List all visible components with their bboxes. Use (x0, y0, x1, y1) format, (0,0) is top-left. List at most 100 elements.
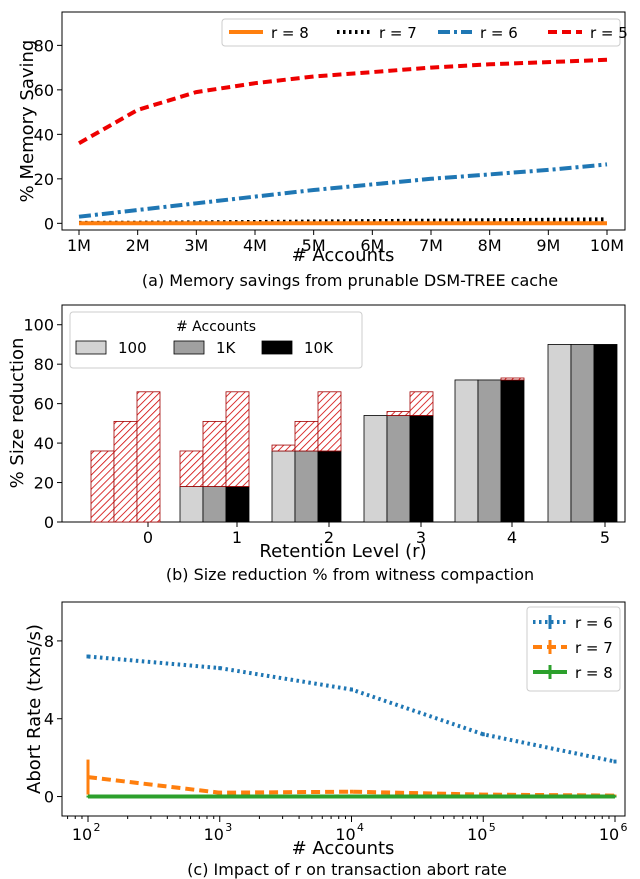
legend-label: r = 5 (590, 24, 628, 42)
plot-frame (61, 601, 626, 817)
bars-group (90, 344, 618, 523)
y-tick-label: 40 (34, 434, 54, 453)
y-ticks: 0 20 40 60 80 (34, 36, 62, 233)
plot-frame (61, 11, 626, 231)
x-tick-label: 10 (599, 825, 619, 844)
x-tick-label: 10 (335, 825, 355, 844)
x-tick-label: 10M (590, 236, 624, 255)
y-tick-label: 20 (34, 474, 54, 493)
x-tick-label: 3 (416, 528, 426, 547)
x-tick-label: 9M (536, 236, 560, 255)
x-ticks: 10 2 10 3 10 4 10 5 10 6 (67, 816, 628, 844)
legend-swatch (261, 340, 293, 355)
x-tick-label: 6M (360, 236, 384, 255)
bar (317, 450, 342, 523)
legend-label: r = 6 (575, 614, 613, 632)
x-tick-label: 5 (600, 528, 610, 547)
bar (202, 486, 227, 523)
legend-label: 1K (216, 339, 237, 357)
x-tick-exponent: 2 (94, 821, 101, 834)
legend-label: 10K (304, 339, 334, 357)
x-ticks: 1M 2M 3M 4M 5M 6M 7M 8M 9M 10M (67, 230, 624, 255)
legend: r = 8 r = 7 r = 6 r = 5 (221, 18, 628, 47)
series-group (86, 654, 617, 799)
bar-hatched-segment (225, 391, 250, 487)
x-tick-label: 2M (126, 236, 150, 255)
x-tick-label: 8M (478, 236, 502, 255)
bar-hatched-segment (386, 411, 411, 416)
legend-label: r = 6 (480, 24, 518, 42)
x-axis-label: # Accounts (292, 245, 395, 266)
plot-frame (61, 304, 626, 523)
caption: (c) Impact of r on transaction abort rat… (187, 860, 507, 879)
bar (570, 344, 595, 523)
legend-label: 100 (118, 339, 147, 357)
y-tick-label: 0 (44, 513, 54, 532)
legend-swatch (173, 340, 205, 355)
x-tick-label: 5M (302, 236, 326, 255)
bar (477, 379, 502, 523)
y-tick-label: 60 (34, 81, 54, 100)
y-tick-label: 60 (34, 395, 54, 414)
y-tick-label: 80 (34, 36, 54, 55)
y-tick-label: 0 (44, 214, 54, 233)
x-tick-label: 7M (419, 236, 443, 255)
memory-savings-chart: % Memory Saving # Accounts (a) Memory sa… (17, 11, 628, 290)
x-tick-label: 2 (324, 528, 334, 547)
y-tick-label: 0 (44, 788, 54, 807)
bar (500, 379, 525, 523)
x-tick-label: 1M (67, 236, 91, 255)
y-axis-label: % Memory Saving (17, 40, 38, 203)
bar-hatched-segment (136, 391, 161, 523)
bar (593, 344, 618, 523)
bar (547, 344, 572, 523)
abort-rate-chart: Abort Rate (txns/s) # Accounts (c) Impac… (24, 601, 628, 879)
x-axis-label: Retention Level (r) (259, 541, 426, 562)
legend: # Accounts 100 1K 10K (69, 311, 363, 369)
caption: (a) Memory savings from prunable DSM-TRE… (142, 271, 558, 290)
x-tick-label: 0 (143, 528, 153, 547)
series-line (78, 57, 608, 145)
legend-label: r = 7 (379, 24, 417, 42)
y-tick-label: 80 (34, 355, 54, 374)
x-axis-label: # Accounts (292, 838, 395, 859)
bar-hatched-segment (294, 420, 319, 452)
y-ticks: 0 20 40 60 80 100 (23, 316, 62, 532)
bar-hatched-segment (271, 444, 296, 452)
y-axis-label: % Size reduction (7, 338, 28, 489)
y-tick-label: 8 (44, 632, 54, 651)
y-tick-label: 20 (34, 170, 54, 189)
legend-label: r = 8 (575, 664, 613, 682)
bar-hatched-segment (113, 420, 138, 523)
bar-hatched-segment (500, 377, 525, 381)
x-tick-label: 10 (72, 825, 92, 844)
x-tick-label: 4M (243, 236, 267, 255)
series-group (78, 57, 608, 226)
bar (363, 415, 388, 523)
legend-label: r = 7 (575, 639, 613, 657)
x-tick-label: 1 (232, 528, 242, 547)
bar-hatched-segment (409, 391, 434, 416)
x-tick-label: 10 (467, 825, 487, 844)
bar (225, 486, 250, 523)
legend: r = 6 r = 7 r = 8 (526, 606, 621, 692)
bar-hatched-segment (202, 420, 227, 487)
bar (294, 450, 319, 523)
bar-hatched-segment (90, 450, 115, 523)
legend-box (221, 18, 621, 47)
bar (179, 486, 204, 523)
bar (271, 450, 296, 523)
x-tick-label: 3M (184, 236, 208, 255)
series-line (78, 162, 608, 219)
x-tick-label: 10 (204, 825, 224, 844)
legend-swatch (75, 340, 107, 355)
bar (386, 415, 411, 523)
y-tick-label: 100 (23, 316, 54, 335)
bar (409, 415, 434, 523)
legend-label: r = 8 (271, 24, 309, 42)
x-tick-exponent: 3 (225, 821, 232, 834)
y-tick-label: 40 (34, 125, 54, 144)
legend-title: # Accounts (176, 319, 256, 335)
x-ticks: 0 1 2 3 4 5 (143, 522, 610, 547)
